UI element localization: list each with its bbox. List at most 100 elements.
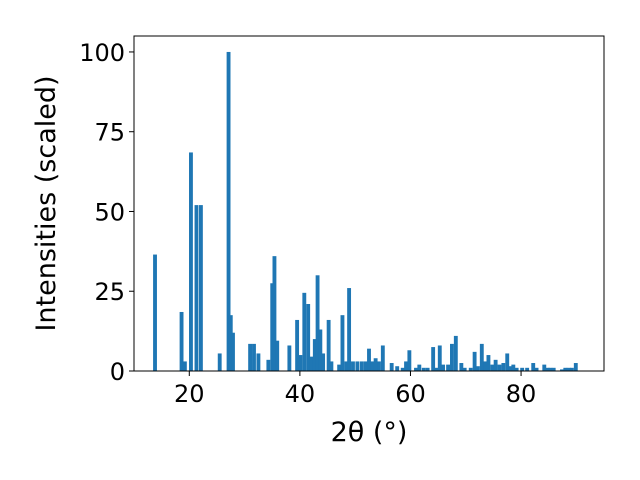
bar	[329, 361, 334, 371]
bar	[275, 340, 280, 371]
bar	[462, 367, 467, 371]
bar	[270, 283, 275, 371]
bar	[179, 311, 184, 371]
bar	[363, 361, 368, 371]
bar	[573, 363, 578, 371]
bar	[198, 205, 203, 371]
bar	[228, 315, 233, 371]
bar	[389, 363, 394, 371]
y-tick-label: 75	[94, 119, 125, 147]
bar	[534, 367, 539, 371]
bar	[226, 51, 231, 371]
x-tick-label: 20	[174, 380, 205, 408]
bar	[483, 361, 488, 371]
bar	[272, 256, 277, 371]
bar	[252, 343, 256, 371]
y-axis-label: Intensities (scaled)	[31, 75, 62, 331]
bar	[468, 367, 473, 371]
bar	[302, 292, 307, 371]
bar	[340, 315, 345, 371]
bar	[508, 366, 512, 371]
bar	[256, 353, 261, 371]
bar	[321, 353, 326, 371]
bar	[370, 361, 375, 371]
bar	[306, 304, 311, 371]
bar	[298, 355, 303, 371]
bar	[505, 353, 510, 371]
bar	[441, 364, 446, 371]
bar	[459, 363, 464, 371]
bar	[501, 363, 506, 371]
plot-frame	[133, 35, 605, 372]
bar	[431, 347, 436, 371]
bar	[347, 288, 352, 371]
bar	[421, 367, 426, 371]
bar	[287, 345, 292, 371]
bar	[425, 367, 430, 371]
bar	[563, 367, 568, 371]
bar	[472, 351, 477, 371]
bar	[520, 367, 525, 371]
bar	[400, 367, 405, 371]
x-axis-ticks: 20 40 60 80	[174, 371, 536, 408]
bar	[493, 359, 498, 371]
bar	[359, 361, 364, 371]
x-axis-label: 2θ (°)	[331, 417, 408, 448]
bar	[355, 361, 360, 371]
bar	[373, 358, 378, 371]
y-tick-label: 100	[79, 39, 125, 67]
bar	[514, 367, 519, 371]
x-tick-label: 80	[506, 380, 537, 408]
bar	[318, 329, 323, 371]
bar	[217, 353, 222, 371]
bar	[326, 319, 331, 371]
y-tick-label: 25	[94, 278, 125, 306]
bar	[531, 363, 536, 371]
bar	[407, 350, 412, 371]
bar	[182, 361, 187, 371]
bars-group	[153, 51, 578, 371]
bar	[542, 364, 547, 371]
bar	[404, 361, 408, 371]
bar	[569, 367, 574, 371]
x-tick-label: 40	[285, 380, 316, 408]
x-tick-label: 60	[395, 380, 426, 408]
bar	[437, 345, 442, 371]
bar	[367, 348, 371, 371]
bar	[295, 319, 300, 371]
bar	[380, 345, 385, 371]
bar	[479, 343, 484, 371]
bar	[545, 367, 550, 371]
bar	[497, 364, 502, 371]
bar	[414, 367, 418, 371]
y-axis-ticks: 0 25 50 75 100	[79, 39, 134, 386]
bar	[560, 369, 564, 371]
bar	[551, 367, 556, 371]
bar	[434, 367, 439, 371]
bar	[312, 339, 317, 371]
bar	[194, 205, 199, 371]
bar	[486, 355, 491, 371]
bar	[525, 367, 530, 371]
bar	[377, 361, 381, 371]
bar	[511, 364, 516, 371]
bar	[153, 254, 157, 371]
bar	[189, 152, 193, 371]
bar	[475, 366, 480, 371]
bar	[446, 364, 451, 371]
bar	[395, 366, 400, 371]
bar	[248, 343, 253, 371]
bar	[548, 367, 553, 371]
bar	[566, 367, 571, 371]
bar	[351, 361, 355, 371]
bar	[344, 361, 349, 371]
bar	[266, 359, 271, 371]
bar	[309, 356, 314, 371]
bar	[315, 275, 320, 371]
bar	[337, 364, 342, 371]
y-tick-label: 0	[110, 358, 125, 386]
bar	[450, 343, 454, 371]
bar	[453, 335, 458, 371]
